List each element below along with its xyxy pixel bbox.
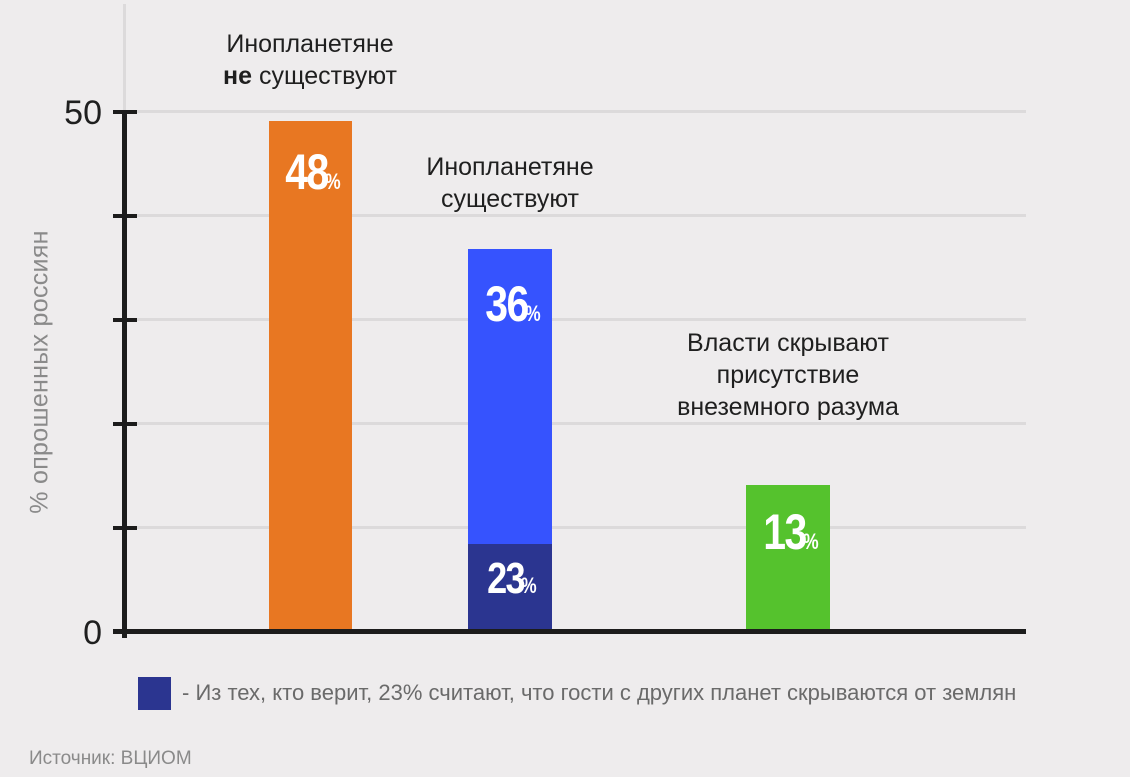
gridline-40 bbox=[137, 214, 1026, 217]
legend-swatch-hiding bbox=[138, 677, 171, 710]
y-tick-50 bbox=[113, 110, 137, 114]
y-tick-40 bbox=[113, 214, 137, 218]
y-tick-label-0: 0 bbox=[83, 614, 102, 652]
y-tick-10 bbox=[113, 526, 137, 530]
y-tick-30 bbox=[113, 318, 137, 322]
bar-exist: 36% bbox=[468, 249, 552, 544]
source-note: Источник: ВЦИОМ bbox=[29, 748, 192, 769]
annotation-authorities-hide: Власти скрывают присутствие внеземного р… bbox=[677, 329, 899, 421]
legend-text: - Из тех, кто верит, 23% считают, что го… bbox=[182, 680, 1017, 705]
y-tick-label-50: 50 bbox=[64, 94, 102, 132]
bar-value-label: 23% bbox=[487, 554, 537, 603]
gridline-30 bbox=[137, 318, 1026, 321]
y-tick-20 bbox=[113, 422, 137, 426]
bar-exist-hiding-segment: 23% bbox=[468, 544, 552, 631]
axis-extension bbox=[123, 4, 126, 112]
bar-value-label: 36% bbox=[485, 276, 541, 332]
y-axis-label: % опрошенных россиян bbox=[25, 230, 54, 514]
y-axis bbox=[122, 112, 127, 638]
annotation-exist: Инопланетяне существуют bbox=[426, 153, 594, 213]
bar-value-label: 13% bbox=[763, 504, 819, 560]
gridline-10 bbox=[137, 526, 1026, 529]
bar-authorities-hide: 13% bbox=[746, 485, 830, 631]
bar-value-label: 48% bbox=[285, 144, 341, 200]
bar-not-exist: 48% bbox=[269, 121, 352, 631]
gridline-50 bbox=[137, 110, 1026, 113]
x-axis bbox=[113, 629, 1026, 634]
gridline-20 bbox=[137, 422, 1026, 425]
annotation-not-exist: Инопланетяне не существуют bbox=[223, 30, 397, 90]
